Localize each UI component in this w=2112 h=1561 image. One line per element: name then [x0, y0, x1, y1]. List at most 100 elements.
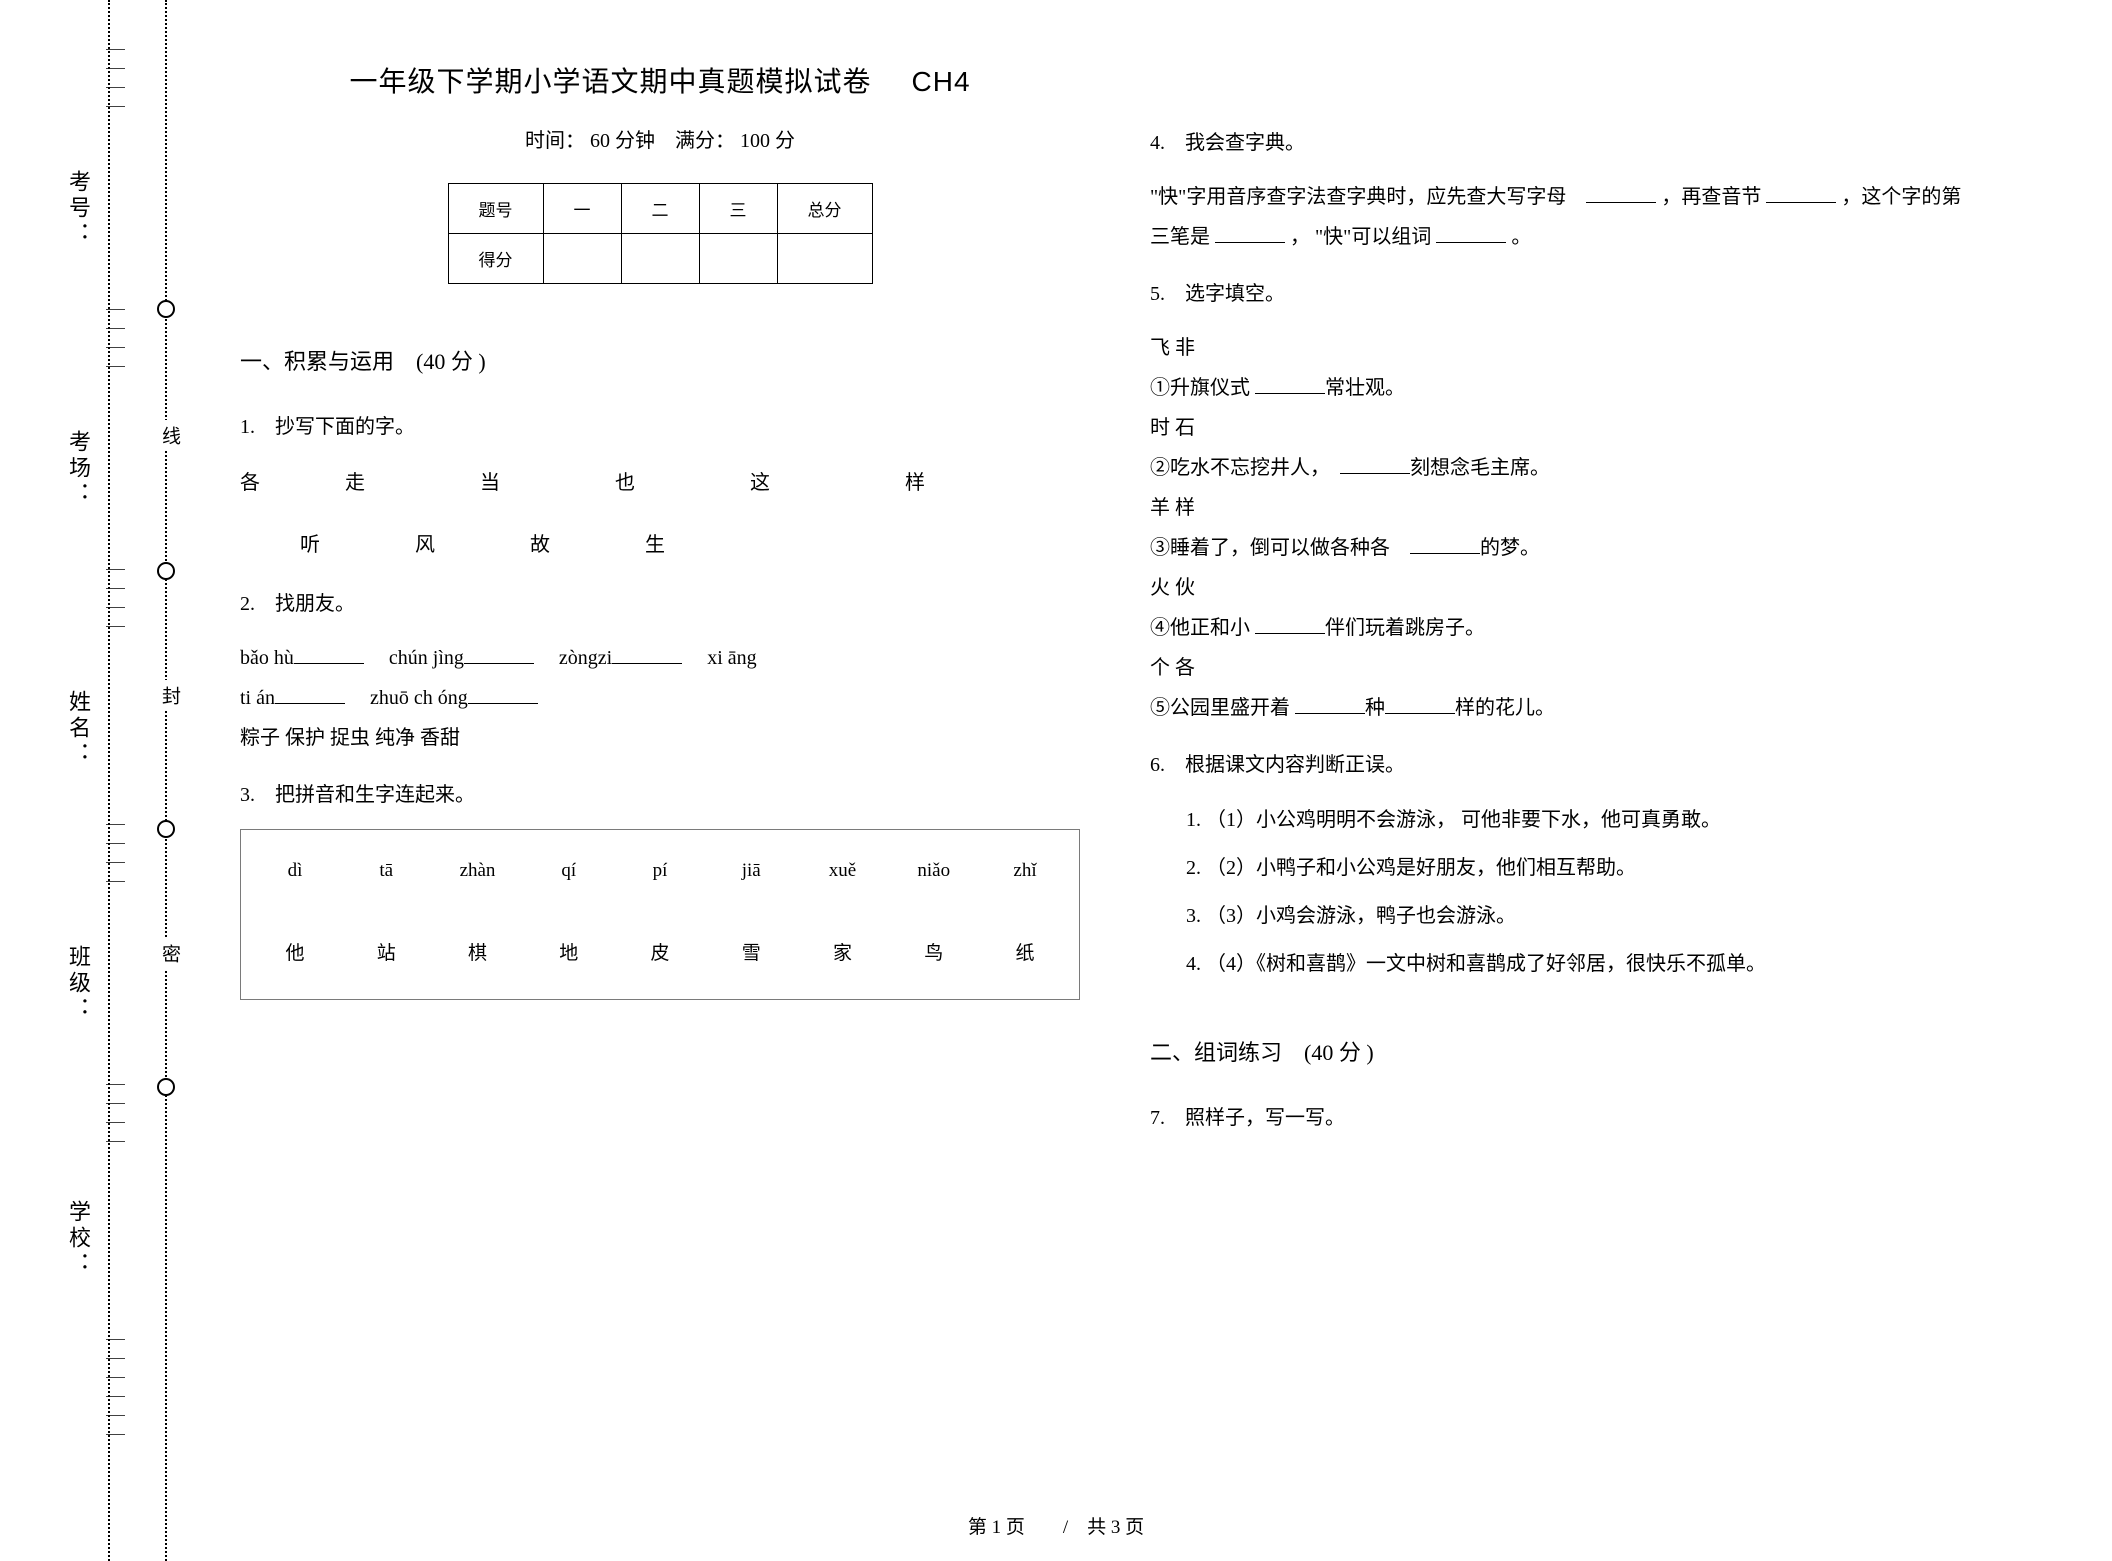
text: 的梦。: [1480, 537, 1540, 559]
gutter-label-class: 班级：: [62, 945, 94, 1023]
q2-num: 2. 找朋友。: [240, 587, 1080, 616]
blank: [1255, 612, 1325, 634]
td-label: 得分: [448, 234, 543, 284]
fold-circle: [157, 562, 175, 580]
q2-body: bǎo hù chún jìng zòngzi xi āng ti án zhu…: [240, 638, 1080, 758]
pinyin: xuě: [817, 860, 869, 882]
column-right: 4. 我会查字典。 "快"字用音序查字法查字典时，应先查大写字母 ，再查音节 ，…: [1110, 60, 2010, 1480]
td-blank: [543, 234, 621, 284]
th-1: 一: [543, 184, 621, 234]
dash-seg: ｜｜｜｜｜｜: [100, 1330, 127, 1444]
text: ⑤公园里盛开着: [1150, 697, 1295, 719]
pair: 飞 非: [1150, 337, 1195, 359]
char: 生: [645, 523, 755, 567]
char: 各: [240, 461, 340, 505]
exam-title: 一年级下学期小学语文期中真题模拟试卷 CH4: [240, 60, 1080, 100]
title-code: CH4: [912, 66, 971, 98]
q1-chars-row1: 各 走 当 也 这 样: [240, 461, 1080, 505]
list-item: （2）小鸭子和小公鸡是好朋友，他们相互帮助。: [1206, 847, 1980, 889]
gutter-label-group: 考号： 考场： 姓名： 班级： 学校：: [62, 0, 94, 1561]
dash-seg: ｜｜｜｜: [100, 815, 127, 891]
q2-words: 粽子 保护 捉虫 纯净 香甜: [240, 727, 460, 749]
pinyin: xi āng: [707, 647, 756, 669]
table-row: 题号 一 二 三 总分: [448, 184, 872, 234]
q3-match-box: dì tā zhàn qí pí jiā xuě niǎo zhǐ 他 站 棋 …: [240, 829, 1080, 1000]
list-item: （3）小鸡会游泳，鸭子也会游泳。: [1206, 895, 1980, 937]
fold-circle: [157, 1078, 175, 1096]
q5-body: 飞 非 ①升旗仪式 常壮观。 时 石 ②吃水不忘挖井人， 刻想念毛主席。 羊 样…: [1150, 328, 1980, 728]
char: 站: [360, 938, 412, 965]
text: 刻想念毛主席。: [1410, 457, 1550, 479]
gutter-label-school: 学校：: [62, 1200, 94, 1278]
fold-circle: [157, 300, 175, 318]
text: 。: [1511, 226, 1531, 248]
page-footer: 第 1 页 / 共 3 页: [0, 1512, 2112, 1539]
blank: [1586, 181, 1656, 203]
pinyin: jiā: [725, 860, 777, 882]
blank: [1295, 692, 1365, 714]
pair: 个 各: [1150, 657, 1195, 679]
blank: [612, 642, 682, 664]
q3-num: 3. 把拼音和生字连起来。: [240, 778, 1080, 807]
blank: [1340, 452, 1410, 474]
fold-circle: [157, 820, 175, 838]
th-total: 总分: [777, 184, 872, 234]
text: ②吃水不忘挖井人，: [1150, 457, 1340, 479]
th-label: 题号: [448, 184, 543, 234]
td-blank: [777, 234, 872, 284]
pair: 羊 样: [1150, 497, 1195, 519]
q3-pinyin-row: dì tā zhàn qí pí jiā xuě niǎo zhǐ: [263, 860, 1057, 882]
q4-num: 4. 我会查字典。: [1150, 126, 1980, 155]
q3-char-row: 他 站 棋 地 皮 雪 家 鸟 纸: [263, 938, 1057, 965]
char: 风: [415, 523, 525, 567]
column-left: 一年级下学期小学语文期中真题模拟试卷 CH4 时间： 60 分钟 满分： 100…: [230, 60, 1110, 1480]
char: 雪: [725, 938, 777, 965]
q1-chars-row2: 听 风 故 生: [240, 523, 1080, 567]
pinyin: ti án: [240, 687, 275, 709]
char: 样: [905, 461, 1005, 505]
th-2: 二: [621, 184, 699, 234]
blank: [1766, 181, 1836, 203]
blank: [294, 642, 364, 664]
char: 也: [615, 461, 745, 505]
q1-num: 1. 抄写下面的字。: [240, 410, 1080, 439]
exam-subtitle: 时间： 60 分钟 满分： 100 分: [240, 124, 1080, 153]
pinyin: qí: [543, 860, 595, 882]
char: 鸟: [908, 938, 960, 965]
char: 家: [817, 938, 869, 965]
th-3: 三: [699, 184, 777, 234]
sub-time: 时间： 60 分钟: [525, 130, 655, 152]
pinyin: zhǐ: [999, 860, 1051, 882]
score-table: 题号 一 二 三 总分 得分: [448, 183, 873, 284]
dotted-fold-line-1: [108, 0, 110, 1561]
binding-gutter: 考号： 考场： 姓名： 班级： 学校： ｜｜｜｜ ｜｜｜｜ ｜｜｜｜ ｜｜｜｜ …: [0, 0, 200, 1561]
text: ③睡着了，倒可以做各种各: [1150, 537, 1410, 559]
dash-seg: ｜｜｜｜: [100, 40, 127, 116]
pinyin: niǎo: [908, 860, 960, 882]
content: 一年级下学期小学语文期中真题模拟试卷 CH4 时间： 60 分钟 满分： 100…: [230, 60, 2070, 1480]
char: 走: [345, 461, 475, 505]
sub-full: 满分： 100 分: [675, 130, 795, 152]
footer-text: 第 1 页 / 共 3 页: [968, 1517, 1144, 1538]
table-row: 得分: [448, 234, 872, 284]
char: 当: [480, 461, 610, 505]
q4-body: "快"字用音序查字法查字典时，应先查大写字母 ，再查音节 ，这个字的第三笔是 ，…: [1150, 177, 1980, 257]
list-item: （4）《树和喜鹊》一文中树和喜鹊成了好邻居，很快乐不孤单。: [1206, 943, 1980, 985]
char: 皮: [634, 938, 686, 965]
gutter-label-room: 考场：: [62, 430, 94, 508]
gutter-label-name: 姓名：: [62, 690, 94, 768]
text: 种: [1365, 697, 1385, 719]
blank: [1255, 372, 1325, 394]
pinyin: zhuō ch óng: [370, 687, 468, 709]
pinyin: chún jìng: [389, 647, 464, 669]
q7-num: 7. 照样子，写一写。: [1150, 1101, 1980, 1130]
pinyin: bǎo hù: [240, 647, 294, 669]
q6-list: （1）小公鸡明明不会游泳， 可他非要下水，他可真勇敢。 （2）小鸭子和小公鸡是好…: [1206, 799, 1980, 985]
blank: [275, 682, 345, 704]
pinyin: dì: [269, 860, 321, 882]
pinyin: zòngzi: [559, 647, 612, 669]
dash-seg: ｜｜｜｜: [100, 300, 127, 376]
section-2-header: 二、组词练习 (40 分 ): [1150, 1035, 1980, 1067]
text: 常壮观。: [1325, 377, 1405, 399]
text: ④他正和小: [1150, 617, 1255, 639]
